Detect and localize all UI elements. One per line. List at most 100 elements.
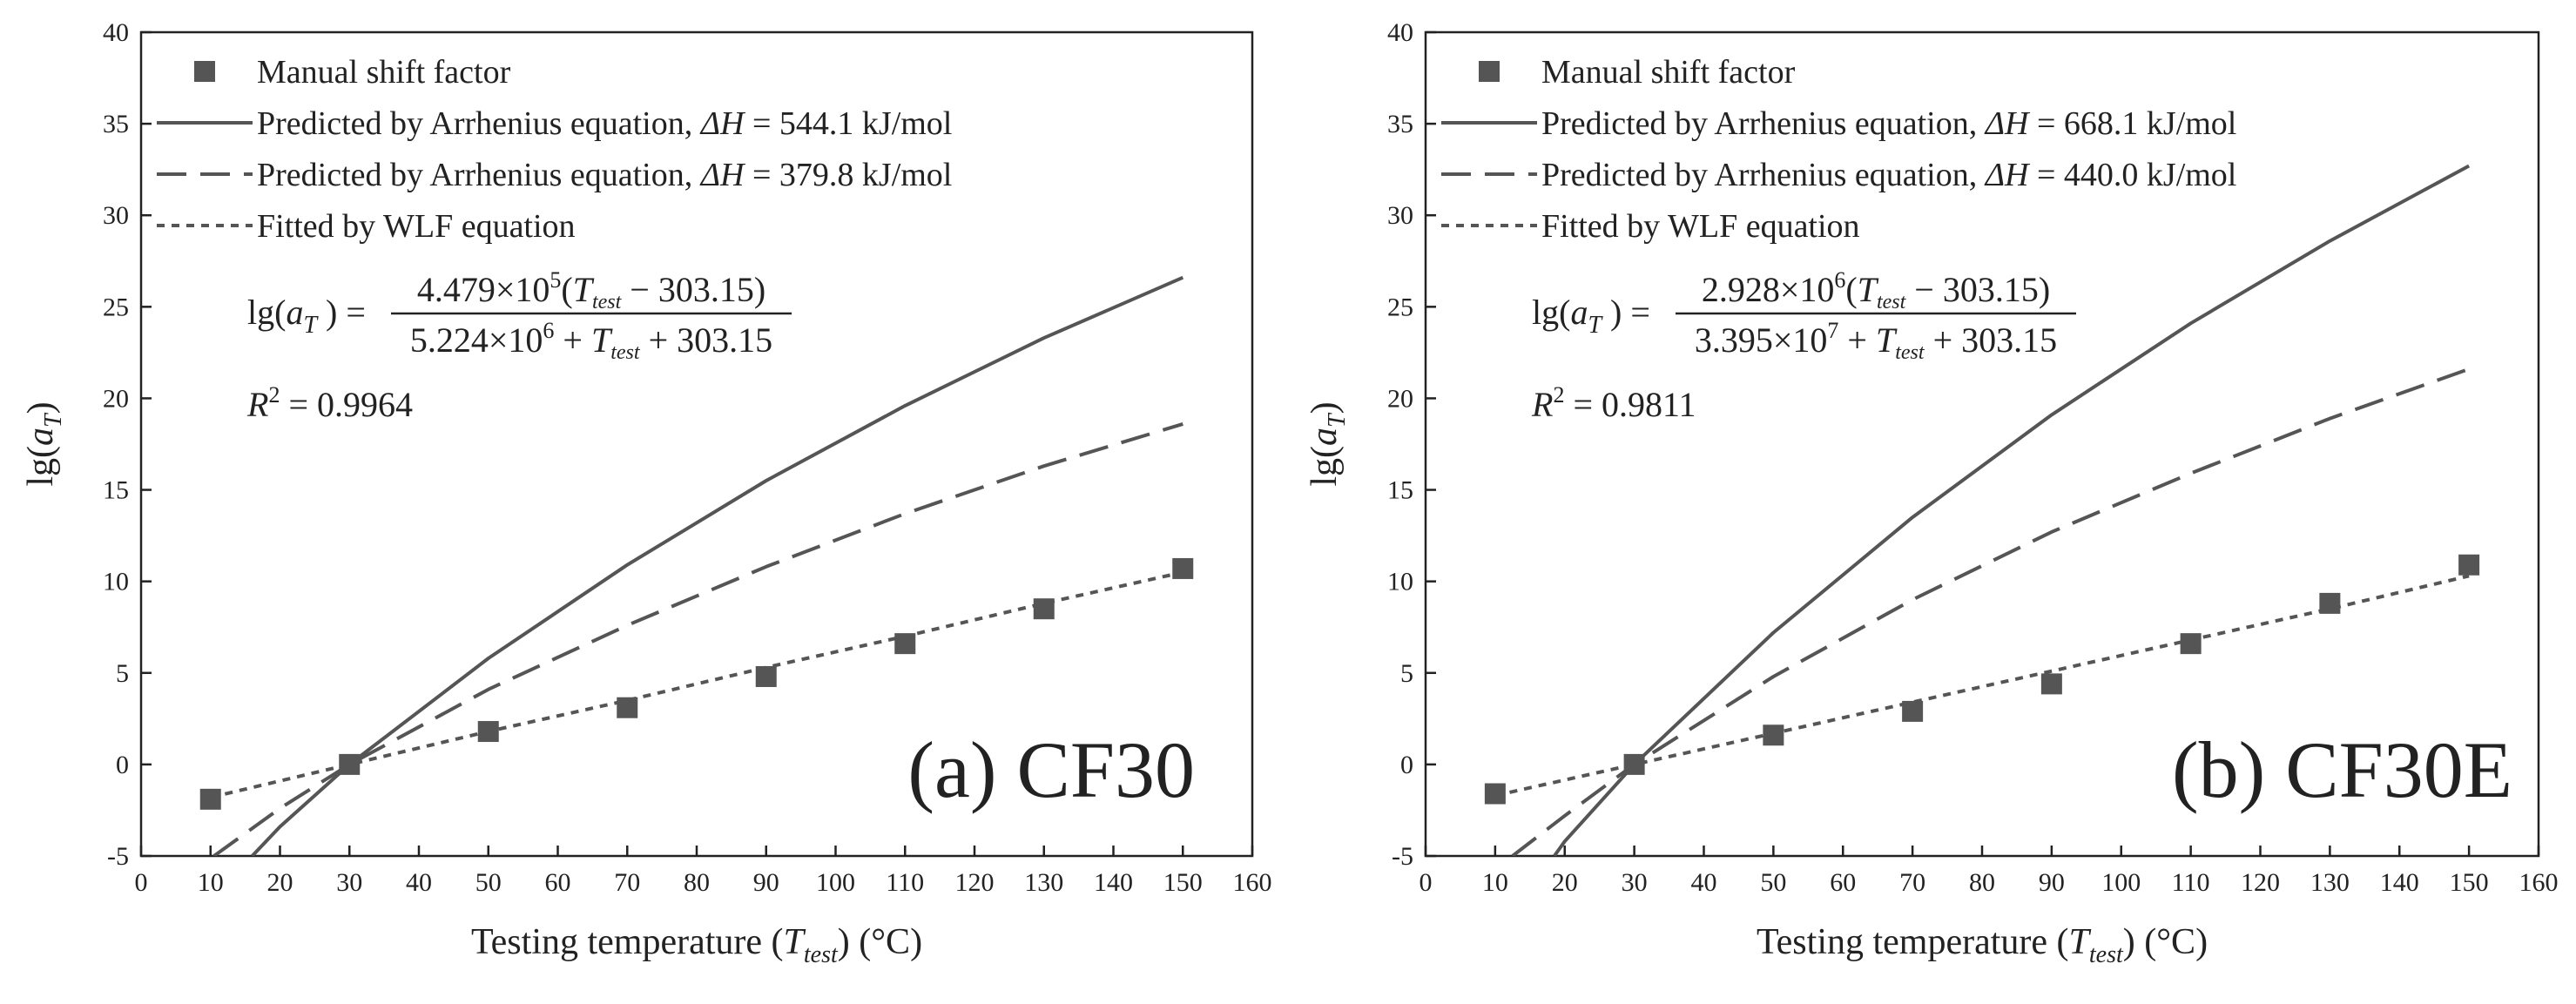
x-tick-label: 90	[753, 868, 779, 897]
x-tick-label: 30	[1622, 868, 1648, 897]
chart-panel-a: 0 10 20 30 40 50 60 70 80 90 100 110 120 130 140 150 160…	[21, 18, 1272, 968]
legend-manual-label: Manual shift factor	[1541, 54, 1796, 91]
series-line-dash	[212, 421, 1183, 856]
y-tick-label: 40	[1387, 18, 1413, 47]
y-tick-label: 30	[1387, 201, 1413, 230]
x-axis-label: Testing temperature (Ttest) (°C)	[1757, 922, 2208, 968]
y-tick-label: 0	[116, 751, 129, 779]
x-tick-label: 100	[816, 868, 855, 897]
data-point	[617, 697, 638, 718]
legend-marker-swatch	[194, 61, 215, 82]
x-tick-label: 0	[135, 868, 148, 897]
x-tick-label: 0	[1419, 868, 1433, 897]
x-tick-label: 140	[1094, 868, 1133, 897]
x-tick-label: 110	[2172, 868, 2210, 897]
data-point	[2180, 633, 2202, 655]
y-tick-label: 30	[103, 201, 129, 230]
series-line-solid	[1553, 164, 2471, 856]
series-line-solid	[251, 275, 1184, 856]
data-point	[894, 633, 916, 655]
x-tick-label: 150	[1163, 868, 1203, 897]
legend-wlf-label: Fitted by WLF equation	[1541, 208, 1860, 245]
y-tick-label: 15	[103, 476, 129, 505]
y-tick-label: 5	[1400, 659, 1413, 688]
data-point	[1484, 783, 1506, 805]
y-axis-label: lg(aT)	[21, 401, 67, 486]
y-tick-label: 40	[103, 18, 129, 47]
equation-denominator: 3.395×107 + Ttest + 303.15	[1695, 318, 2057, 364]
x-tick-label: 130	[1024, 868, 1063, 897]
equation-numerator: 2.928×106(Ttest − 303.15)	[1702, 267, 2050, 313]
x-tick-label: 160	[1233, 868, 1272, 897]
wlf-equation: lg(aT ) = 2.928×106(Ttest − 303.15) 3.395×…	[1531, 267, 2076, 424]
r-squared: R2 = 0.9811	[1531, 382, 1696, 424]
data-point	[339, 753, 361, 775]
y-tick-label: 35	[1387, 110, 1413, 138]
equation-denominator: 5.224×106 + Ttest + 303.15	[410, 318, 772, 364]
y-tick-label: 35	[103, 110, 129, 138]
y-tick-label: -5	[1392, 842, 1413, 871]
x-tick-label: 50	[1760, 868, 1786, 897]
legend-arrhenius-2-label: Predicted by Arrhenius equation, ΔH = 37…	[257, 157, 952, 193]
y-tick-label: 20	[103, 384, 129, 413]
data-point	[2319, 592, 2341, 614]
x-tick-label: 60	[545, 868, 571, 897]
x-tick-label: 130	[2310, 868, 2350, 897]
y-tick-label: 20	[1387, 384, 1413, 413]
x-axis-label: Testing temperature (Ttest) (°C)	[471, 922, 922, 968]
y-tick-label: 25	[1387, 293, 1413, 321]
chart-panel-b: 0 10 20 30 40 50 60 70 80 90 100 110 120 130 140 150 160…	[1305, 18, 2559, 968]
series-line-dot	[210, 570, 1183, 799]
x-tick-label: 110	[886, 868, 924, 897]
y-tick-label: 15	[1387, 476, 1413, 505]
data-point	[1172, 557, 1194, 579]
equation-lhs: lg(aT ) =	[247, 293, 366, 339]
data-point	[1902, 700, 1924, 722]
data-point	[1763, 724, 1784, 746]
x-tick-label: 100	[2101, 868, 2141, 897]
y-tick-label: -5	[107, 842, 129, 871]
data-point	[1033, 598, 1055, 620]
y-tick-label: 25	[103, 293, 129, 321]
panel-label: (b) CF30E	[2172, 725, 2512, 814]
x-tick-label: 70	[614, 868, 640, 897]
x-tick-label: 150	[2450, 868, 2489, 897]
data-point	[477, 721, 499, 743]
x-tick-label: 10	[198, 868, 224, 897]
series-line-dash	[1511, 367, 2470, 856]
x-tick-label: 90	[2039, 868, 2065, 897]
y-axis-label: lg(aT)	[1305, 401, 1351, 486]
x-tick-label: 140	[2380, 868, 2419, 897]
x-tick-label: 120	[2241, 868, 2280, 897]
wlf-equation: lg(aT ) = 4.479×105(Ttest − 303.15) 5.224×…	[246, 267, 792, 424]
legend-marker-swatch	[1479, 61, 1500, 82]
data-point	[2040, 673, 2062, 695]
legend-arrhenius-1-label: Predicted by Arrhenius equation, ΔH = 54…	[257, 105, 952, 142]
x-tick-label: 80	[1969, 868, 1995, 897]
x-tick-label: 10	[1482, 868, 1508, 897]
data-point	[1623, 753, 1645, 775]
x-tick-label: 60	[1830, 868, 1856, 897]
data-point	[755, 665, 777, 687]
x-tick-label: 40	[1691, 868, 1717, 897]
x-tick-label: 30	[336, 868, 362, 897]
x-tick-label: 120	[955, 868, 995, 897]
y-tick-label: 0	[1400, 751, 1413, 779]
x-tick-label: 40	[406, 868, 432, 897]
equation-lhs: lg(aT ) =	[1532, 293, 1650, 339]
y-tick-label: 5	[116, 659, 129, 688]
data-point	[2458, 554, 2480, 576]
legend-arrhenius-1-label: Predicted by Arrhenius equation, ΔH = 66…	[1541, 105, 2236, 142]
legend: Manual shift factor Predicted by Arrheniu…	[1441, 54, 2236, 245]
x-tick-label: 20	[267, 868, 293, 897]
panel-label: (a) CF30	[907, 725, 1195, 814]
x-tick-label: 50	[475, 868, 502, 897]
y-tick-label: 10	[103, 568, 129, 596]
legend: Manual shift factor Predicted by Arrheniu…	[157, 54, 952, 245]
series-line-dot	[1494, 574, 2470, 798]
x-tick-label: 20	[1552, 868, 1578, 897]
legend-arrhenius-2-label: Predicted by Arrhenius equation, ΔH = 44…	[1541, 157, 2236, 193]
legend-wlf-label: Fitted by WLF equation	[257, 208, 576, 245]
